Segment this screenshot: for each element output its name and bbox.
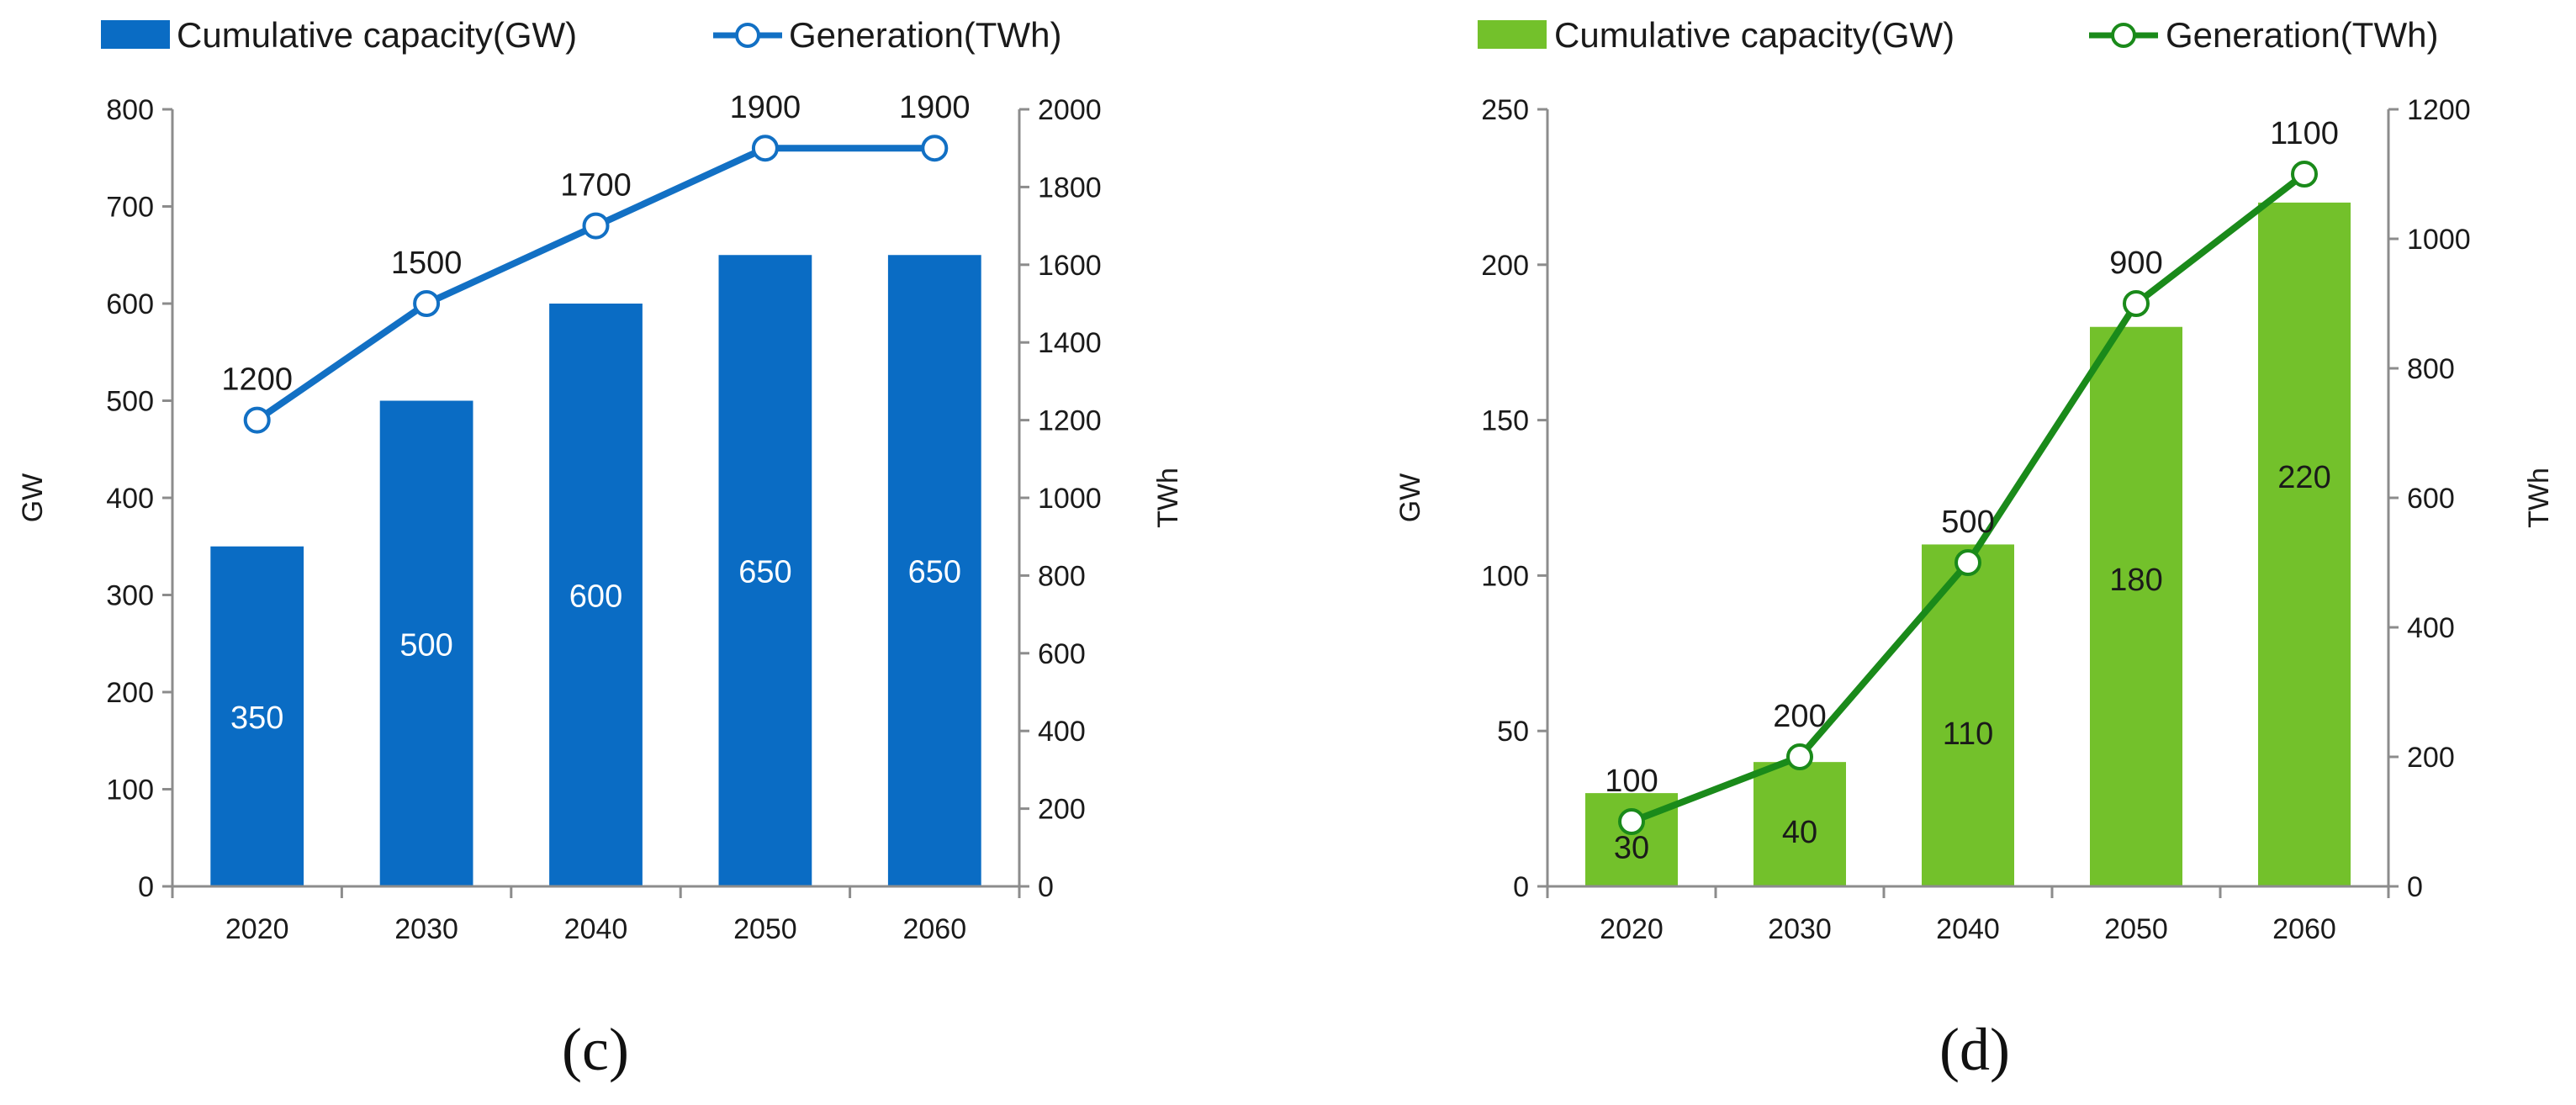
generation-value-label-2020: 100: [1605, 764, 1658, 799]
right-tick-label: 1200: [1038, 405, 1102, 437]
bar-value-label-2050: 650: [738, 555, 791, 590]
left-tick-label: 500: [106, 386, 154, 418]
generation-point-2020: [1618, 808, 1645, 835]
right-tick-label: 1200: [2407, 94, 2471, 126]
right-tick-label: 600: [2407, 483, 2455, 515]
bar-2030: [1753, 762, 1846, 886]
right-tick-label: 400: [1038, 716, 1086, 748]
y2-axis-title: TWh: [1152, 468, 1184, 528]
generation-point-2030: [413, 290, 441, 317]
generation-value-label-2020: 1200: [221, 362, 293, 398]
left-tick-label: 50: [1497, 716, 1529, 748]
generation-point-2060: [2291, 161, 2318, 188]
generation-value-label-2030: 200: [1773, 699, 1826, 734]
x-tick-label-2030: 2030: [394, 913, 458, 945]
left-tick-label: 0: [1513, 871, 1529, 903]
panel-label: (c): [562, 1016, 629, 1083]
y-axis-title: GW: [1394, 473, 1426, 523]
legend-swatch-generation-marker: [735, 23, 760, 48]
generation-value-label-2040: 500: [1941, 505, 1994, 540]
generation-point-2020: [243, 406, 271, 434]
bar-value-label-2050: 180: [2109, 563, 2162, 598]
chart-panel-c: Cumulative capacity(GW) Generation(TWh) 0 1…: [17, 15, 1184, 1083]
left-tick-label: 400: [106, 483, 154, 515]
bar-value-label-2060: 650: [908, 555, 961, 590]
bar-2020: [210, 546, 304, 886]
bar-2050: [2090, 326, 2182, 887]
right-tick-label: 400: [2407, 612, 2455, 644]
bar-value-label-2030: 500: [399, 627, 452, 663]
generation-point-2040: [582, 212, 610, 240]
legend-swatch-capacity: [101, 20, 170, 49]
x-tick-label-2050: 2050: [733, 913, 797, 945]
x-tick-label-2040: 2040: [1936, 913, 2000, 945]
bar-2050: [718, 255, 812, 886]
generation-point-2050: [751, 135, 779, 162]
left-tick-label: 100: [1481, 560, 1529, 592]
left-tick-label: 100: [106, 775, 154, 806]
bar-2060: [2258, 202, 2351, 886]
bar-value-label-2030: 40: [1782, 815, 1817, 850]
left-tick-label: 150: [1481, 405, 1529, 437]
generation-value-label-2050: 900: [2109, 246, 2162, 281]
generation-value-label-2040: 1700: [560, 168, 632, 204]
left-tick-label: 200: [106, 677, 154, 709]
left-tick-label: 250: [1481, 94, 1529, 126]
bar-value-label-2040: 600: [569, 579, 622, 615]
right-tick-label: 1000: [2407, 224, 2471, 256]
legend-swatch-generation-marker: [2111, 23, 2136, 48]
right-tick-label: 1400: [1038, 327, 1102, 359]
legend-label-capacity: Cumulative capacity(GW): [1554, 15, 1954, 55]
bar-value-label-2020: 30: [1614, 831, 1649, 866]
left-tick-label: 600: [106, 288, 154, 320]
right-tick-label: 1000: [1038, 483, 1102, 515]
right-tick-label: 0: [1038, 871, 1054, 903]
right-tick-label: 0: [2407, 871, 2423, 903]
legend-label-generation: Generation(TWh): [2166, 15, 2438, 55]
generation-point-2060: [921, 135, 949, 162]
generation-value-label-2050: 1900: [730, 90, 801, 125]
generation-value-label-2060: 1100: [2270, 116, 2339, 151]
generation-point-2050: [2123, 290, 2150, 317]
x-tick-label-2030: 2030: [1768, 913, 1832, 945]
generation-point-2040: [1954, 549, 1981, 576]
bar-value-label-2020: 350: [230, 701, 283, 736]
right-tick-label: 800: [2407, 353, 2455, 385]
y-axis-title: GW: [17, 473, 49, 523]
panel-label: (d): [1939, 1016, 2010, 1083]
left-tick-label: 300: [106, 580, 154, 612]
bar-2060: [887, 255, 981, 886]
x-tick-label-2020: 2020: [225, 913, 289, 945]
bar-value-label-2060: 220: [2277, 460, 2330, 495]
right-tick-label: 200: [2407, 742, 2455, 774]
y2-axis-title: TWh: [2523, 468, 2555, 528]
left-tick-label: 700: [106, 192, 154, 224]
legend-label-capacity: Cumulative capacity(GW): [177, 15, 577, 55]
right-tick-label: 1600: [1038, 250, 1102, 282]
right-tick-label: 600: [1038, 638, 1086, 670]
generation-value-label-2060: 1900: [899, 90, 971, 125]
legend-label-generation: Generation(TWh): [789, 15, 1061, 55]
x-tick-label-2060: 2060: [2272, 913, 2336, 945]
generation-value-label-2030: 1500: [391, 246, 463, 281]
bar-value-label-2040: 110: [1943, 716, 1994, 752]
right-tick-label: 800: [1038, 560, 1086, 592]
legend-swatch-capacity: [1478, 20, 1547, 49]
left-tick-label: 0: [138, 871, 154, 903]
left-tick-label: 200: [1481, 250, 1529, 282]
bar-2040: [549, 304, 643, 886]
x-tick-label-2040: 2040: [564, 913, 628, 945]
left-tick-label: 800: [106, 94, 154, 126]
chart-panel-d: Cumulative capacity(GW) Generation(TWh) 0 5…: [1394, 15, 2555, 1083]
right-tick-label: 200: [1038, 794, 1086, 826]
right-tick-label: 2000: [1038, 94, 1102, 126]
generation-point-2030: [1786, 743, 1813, 770]
bar-2030: [379, 400, 473, 886]
x-tick-label-2050: 2050: [2104, 913, 2168, 945]
x-tick-label-2060: 2060: [902, 913, 966, 945]
right-tick-label: 1800: [1038, 172, 1102, 204]
x-tick-label-2020: 2020: [1600, 913, 1664, 945]
